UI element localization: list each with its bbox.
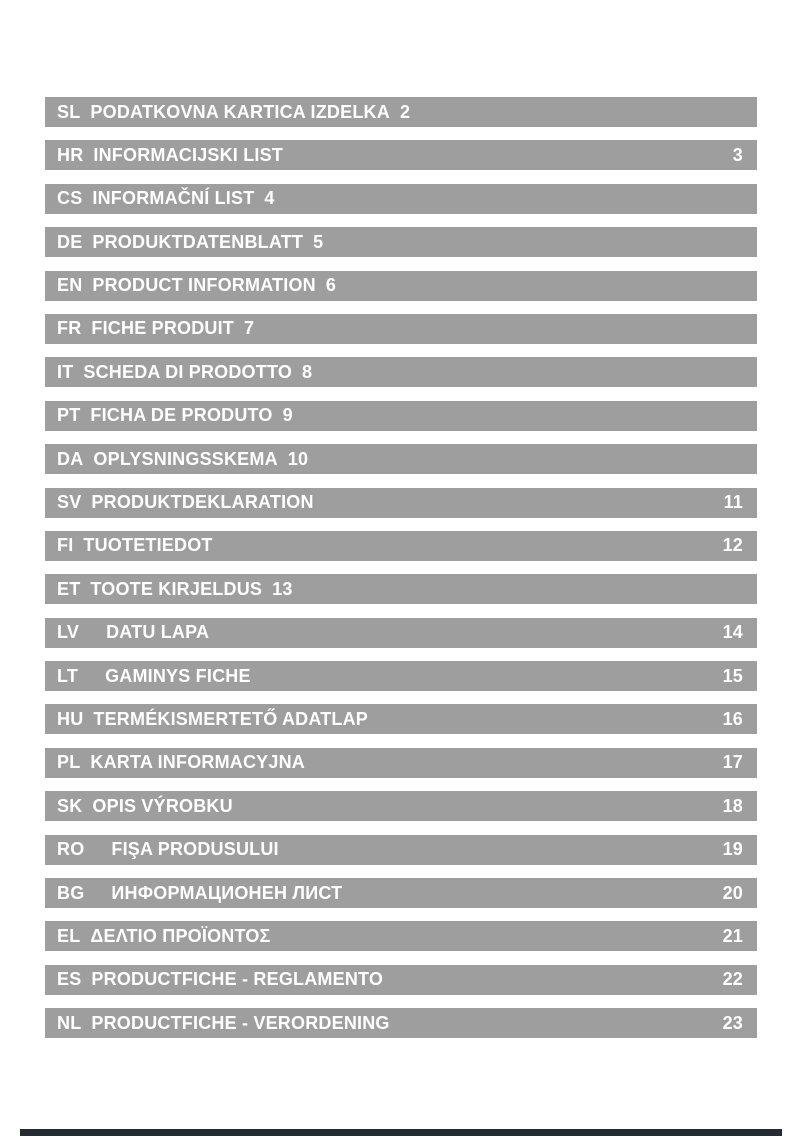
language-code: PL [57, 752, 81, 773]
toc-row: EL ΔΕΛΤΙΟ ΠΡΟΪΟΝΤΟΣ 21 [45, 921, 757, 952]
section-title: TERMÉKISMERTETŐ ADATLAP [93, 708, 368, 729]
section-title: GAMINYS FICHE [105, 665, 251, 686]
section-title: FIŞA PRODUSULUI [111, 839, 279, 860]
toc-row: EN PRODUCT INFORMATION 6 [45, 270, 757, 301]
section-title: OPIS VÝROBKU [92, 795, 233, 816]
toc-row: SK OPIS VÝROBKU 18 [45, 791, 757, 822]
language-code: NL [57, 1012, 82, 1033]
language-code: SL [57, 101, 81, 122]
section-title: DATU LAPA [106, 622, 210, 643]
toc-row: HR INFORMACIJSKI LIST 3 [45, 140, 757, 171]
language-code: SK [57, 795, 83, 816]
section-title: OPLYSNINGSSKEMA [93, 448, 278, 469]
page-number: 20 [722, 882, 743, 903]
page-number: 9 [282, 405, 293, 426]
page-number: 8 [302, 361, 313, 382]
page-number: 19 [722, 839, 743, 860]
section-title: INFORMAČNÍ LIST [92, 188, 255, 209]
toc-row: PL KARTA INFORMACYJNA 17 [45, 747, 757, 778]
toc-row: FI TUOTETIEDOT 12 [45, 530, 757, 561]
page-number: 23 [722, 1012, 743, 1033]
language-code: EL [57, 925, 81, 946]
section-title: SCHEDA DI PRODOTTO [83, 361, 293, 382]
language-code: CS [57, 188, 83, 209]
page-number: 13 [272, 578, 293, 599]
section-title: PRODUKTDATENBLATT [92, 231, 304, 252]
page-number: 6 [325, 275, 337, 296]
toc-row: DE PRODUKTDATENBLATT 5 [45, 227, 757, 258]
page-number: 16 [722, 708, 743, 729]
language-code: FI [57, 535, 74, 556]
section-title: ИНФОРМАЦИОНЕН ЛИСТ [111, 882, 343, 903]
language-code: FR [57, 318, 82, 339]
page-number: 7 [244, 318, 255, 339]
page-number: 17 [722, 752, 743, 773]
toc-row: FR FICHE PRODUIT 7 [45, 313, 757, 344]
language-code: LV [57, 622, 80, 643]
toc-row: ES PRODUCTFICHE - REGLAMENTO 22 [45, 964, 757, 995]
page-number: 10 [287, 448, 309, 469]
section-title: FICHE PRODUIT [91, 318, 235, 339]
page-number: 22 [722, 969, 743, 990]
page-number: 3 [732, 144, 743, 165]
language-code: PT [57, 405, 81, 426]
toc-row: SL PODATKOVNA KARTICA IZDELKA 2 [45, 97, 757, 127]
footer-rule [20, 1129, 782, 1136]
language-code: SV [57, 492, 82, 513]
section-title: ΔΕΛΤΙΟ ΠΡΟΪΟΝΤΟΣ [90, 925, 271, 946]
toc-row: BG ИНФОРМАЦИОНЕН ЛИСТ 20 [45, 878, 757, 909]
language-code: ET [57, 578, 81, 599]
language-code: LT [57, 665, 79, 686]
page-number: 2 [399, 101, 411, 122]
page-number: 12 [722, 535, 743, 556]
language-code: DA [57, 448, 84, 469]
section-title: FICHA DE PRODUTO [90, 405, 273, 426]
toc-row: SV PRODUKTDEKLARATION 11 [45, 487, 757, 518]
language-code: DE [57, 231, 83, 252]
language-code: RO [57, 839, 85, 860]
page-number: 18 [722, 795, 743, 816]
page-number: 11 [723, 492, 743, 513]
section-title: PRODUCT INFORMATION [92, 275, 316, 296]
toc-row: PT FICHA DE PRODUTO 9 [45, 400, 757, 431]
language-code: IT [57, 361, 74, 382]
page-number: 15 [722, 665, 743, 686]
toc-row: NL PRODUCTFICHE - VERORDENING 23 [45, 1008, 757, 1039]
language-code: EN [57, 275, 83, 296]
page-number: 5 [313, 231, 324, 252]
toc-row: LT GAMINYS FICHE 15 [45, 661, 757, 692]
toc-row: ET TOOTE KIRJELDUS 13 [45, 574, 757, 605]
language-code: HU [57, 708, 84, 729]
language-code: HR [57, 144, 84, 165]
page-number: 21 [722, 925, 743, 946]
toc-row: DA OPLYSNINGSSKEMA 10 [45, 444, 757, 475]
toc-row: LV DATU LAPA 14 [45, 617, 757, 648]
section-title: TOOTE KIRJELDUS [90, 578, 263, 599]
toc-row: RO FIŞA PRODUSULUI 19 [45, 834, 757, 865]
section-title: KARTA INFORMACYJNA [90, 752, 305, 773]
language-code: BG [57, 882, 85, 903]
language-code: ES [57, 969, 82, 990]
table-of-contents: SL PODATKOVNA KARTICA IZDELKA 2 HR INFOR… [45, 97, 757, 1039]
section-title: INFORMACIJSKI LIST [93, 144, 284, 165]
page-number: 14 [722, 622, 743, 643]
section-title: PRODUCTFICHE - REGLAMENTO [91, 969, 384, 990]
toc-row: HU TERMÉKISMERTETŐ ADATLAP 16 [45, 704, 757, 735]
toc-row: IT SCHEDA DI PRODOTTO 8 [45, 357, 757, 388]
toc-row: CS INFORMAČNÍ LIST 4 [45, 183, 757, 214]
section-title: PODATKOVNA KARTICA IZDELKA [90, 101, 390, 122]
section-title: PRODUKTDEKLARATION [91, 492, 314, 513]
section-title: PRODUCTFICHE - VERORDENING [91, 1012, 390, 1033]
page-number: 4 [264, 188, 275, 209]
section-title: TUOTETIEDOT [83, 535, 213, 556]
